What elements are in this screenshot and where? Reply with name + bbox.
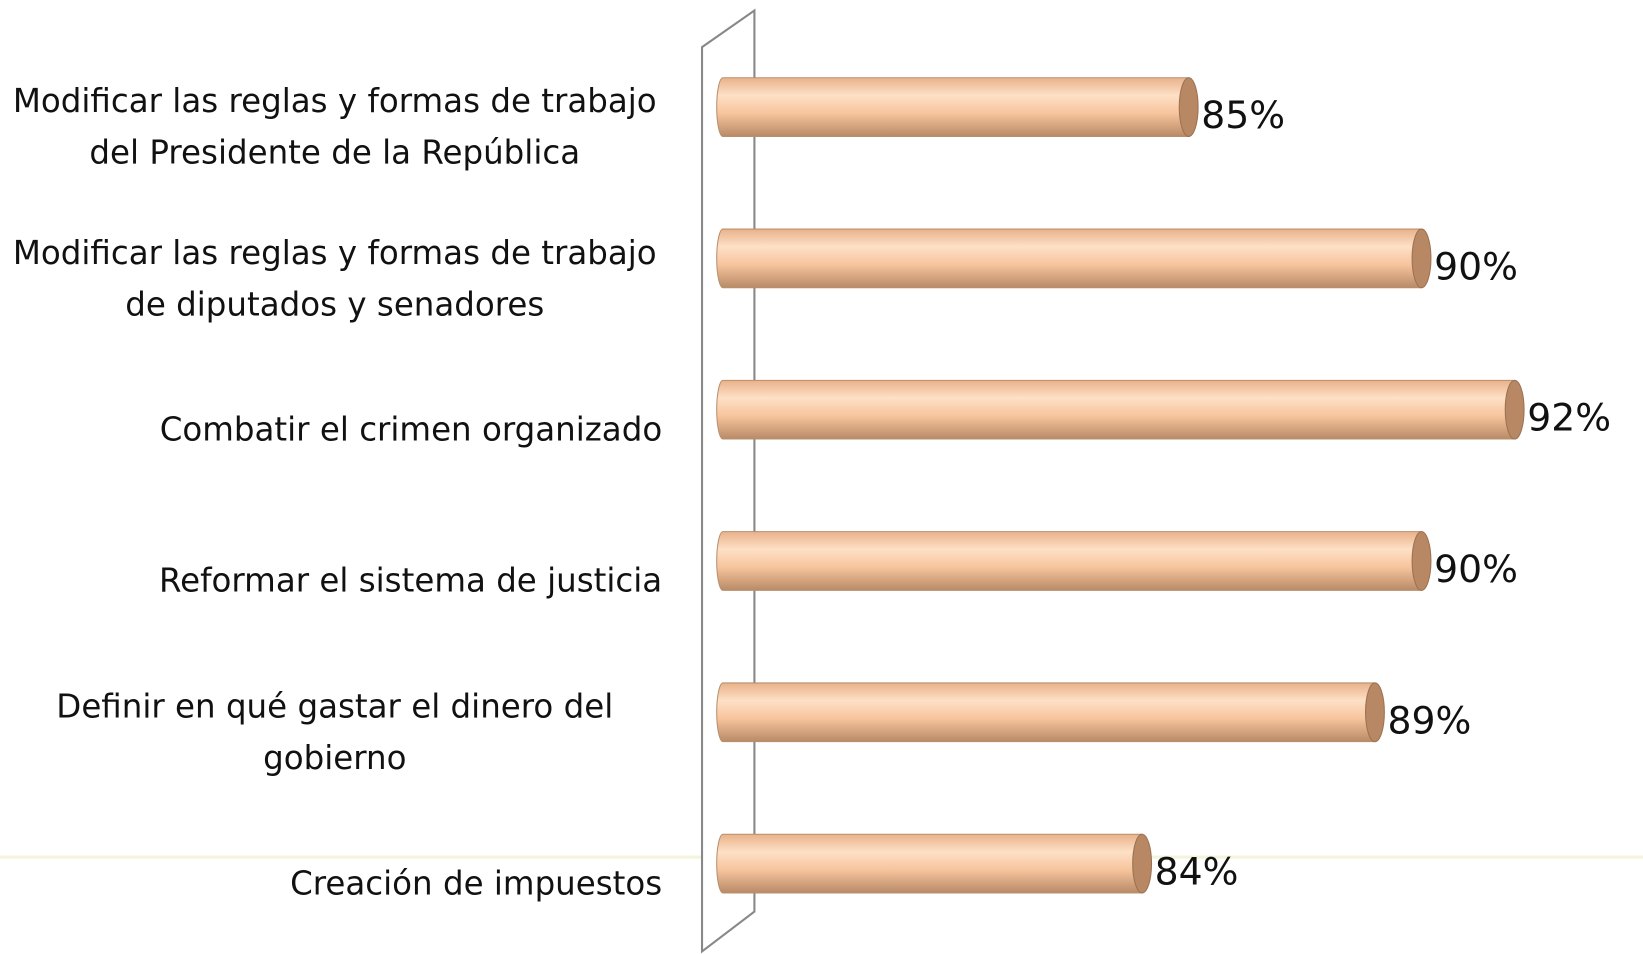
bar (716, 77, 1199, 137)
category-label: Combatir el crimen organizado (159, 411, 663, 449)
category-label-box: Reformar el sistema de justicia (0, 556, 662, 607)
bar-body (716, 531, 1423, 591)
bar (716, 682, 1385, 743)
category-label-box: Creación de impuestos (0, 859, 662, 910)
category-label-box: Modificar las reglas y formas de trabajo… (0, 228, 662, 331)
bar (716, 379, 1525, 440)
bar-body (716, 833, 1143, 894)
bar-body (716, 77, 1190, 137)
category-label: Modificar las reglas y formas de trabajo… (12, 234, 657, 324)
value-label: 90% (1434, 244, 1518, 288)
category-label: Modificar las reglas y formas de trabajo… (12, 82, 657, 173)
bar-cap (1411, 228, 1432, 289)
category-label: Creación de impuestos (290, 865, 663, 903)
category-label-box: Definir en qué gastar el dinero del gobi… (0, 682, 662, 785)
category-label-box: Combatir el crimen organizado (0, 405, 663, 456)
value-label: 84% (1155, 850, 1239, 894)
bar-body (716, 682, 1376, 743)
bar-cap (1364, 682, 1385, 743)
category-label: Definir en qué gastar el dinero del gobi… (56, 688, 614, 778)
value-label: 90% (1434, 547, 1518, 591)
category-label: Reformar el sistema de justicia (158, 562, 663, 601)
bar-cap (1178, 77, 1199, 137)
bar-cap (1504, 379, 1525, 440)
value-label: 89% (1388, 698, 1472, 742)
back-wall (700, 8, 756, 954)
bar (716, 833, 1153, 894)
category-label-box: Modificar las reglas y formas de trabajo… (0, 77, 662, 180)
bar-body (716, 379, 1516, 440)
bar-body (716, 228, 1423, 289)
value-label: 85% (1201, 93, 1285, 137)
bar-cap (1132, 833, 1153, 894)
bar (716, 531, 1432, 591)
value-label: 92% (1527, 396, 1611, 440)
bar-cap (1411, 531, 1432, 591)
bar (716, 228, 1432, 289)
